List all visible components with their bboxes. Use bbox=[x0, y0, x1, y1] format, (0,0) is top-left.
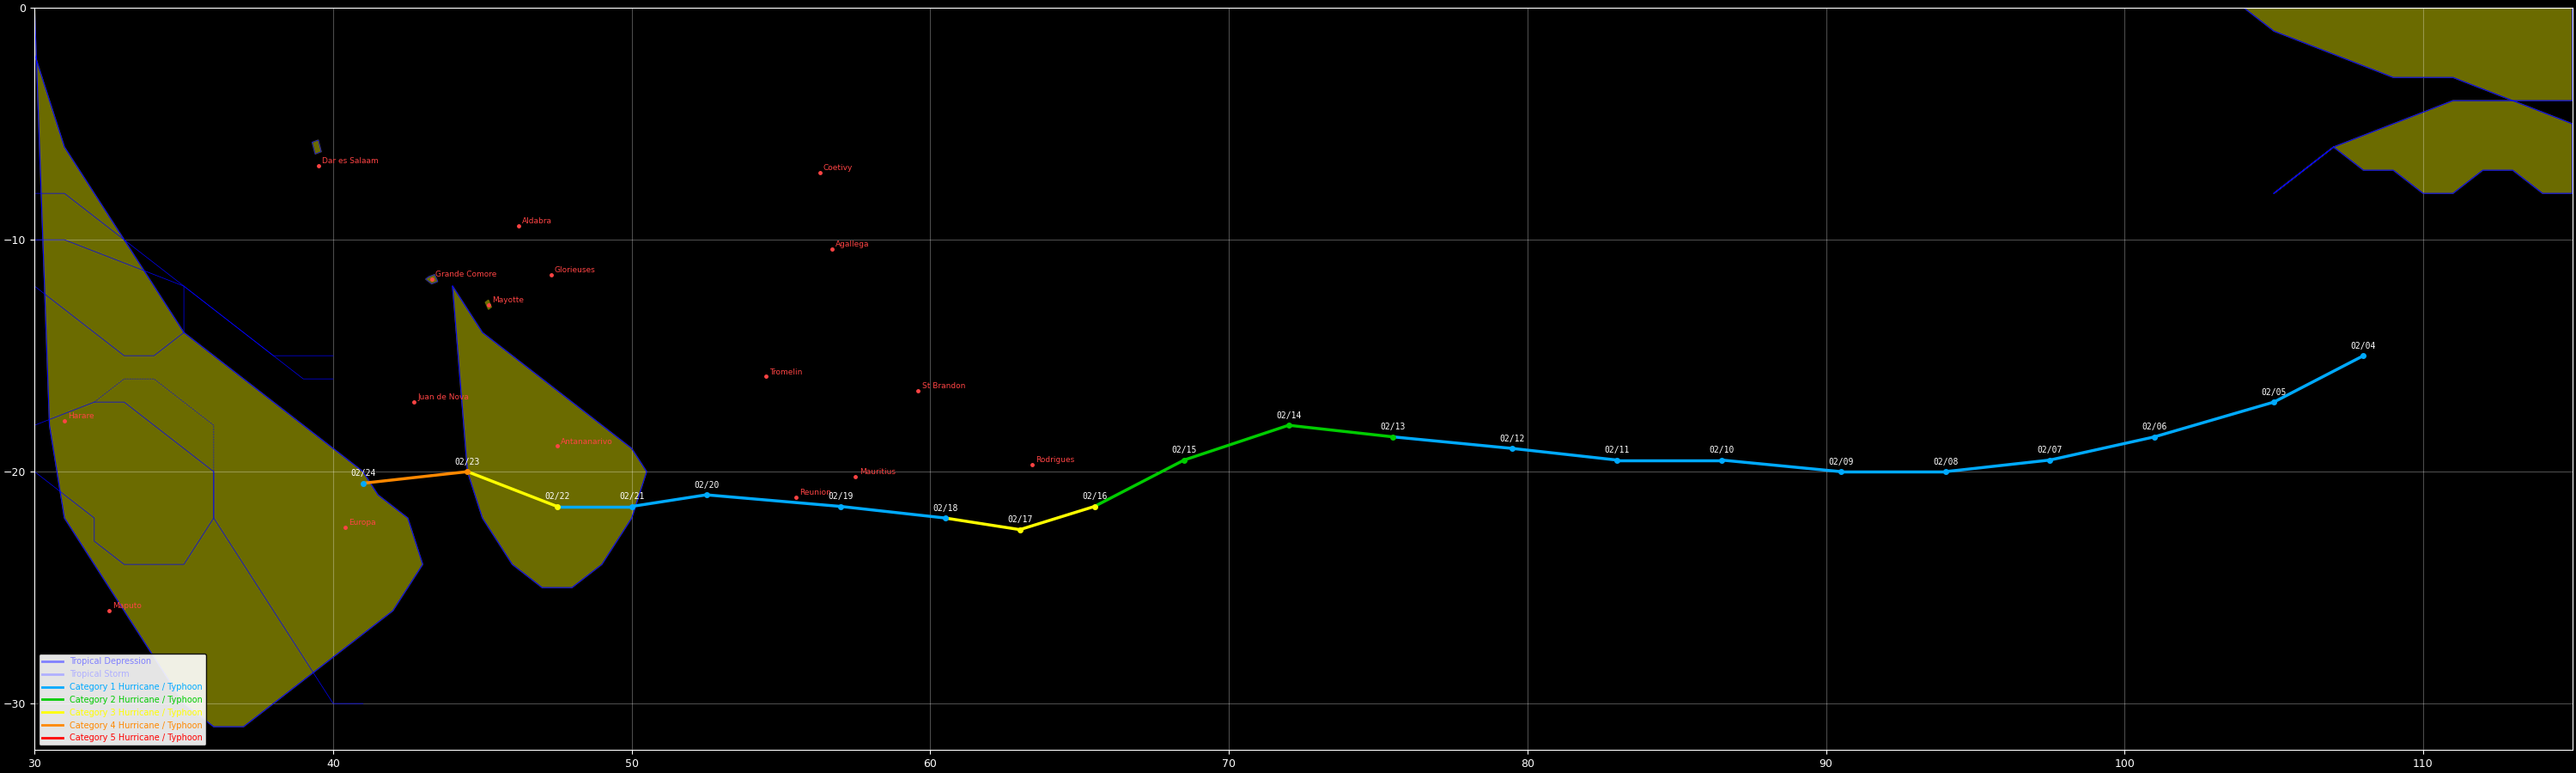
Text: Juan de Nova: Juan de Nova bbox=[417, 393, 469, 401]
Text: 02/07: 02/07 bbox=[2038, 446, 2063, 455]
Polygon shape bbox=[2244, 8, 2573, 100]
Text: Mayotte: Mayotte bbox=[492, 296, 523, 304]
Text: 02/22: 02/22 bbox=[544, 492, 569, 501]
Polygon shape bbox=[2362, 8, 2573, 77]
Text: St Brandon: St Brandon bbox=[922, 382, 966, 390]
Text: Reunion: Reunion bbox=[799, 489, 832, 496]
Polygon shape bbox=[453, 286, 647, 587]
Text: 02/23: 02/23 bbox=[456, 458, 479, 466]
Text: 02/19: 02/19 bbox=[827, 492, 853, 501]
Text: Dar es Salaam: Dar es Salaam bbox=[322, 157, 379, 165]
Polygon shape bbox=[2275, 100, 2573, 193]
Text: 02/24: 02/24 bbox=[350, 469, 376, 478]
Text: 02/15: 02/15 bbox=[1172, 446, 1198, 455]
Polygon shape bbox=[484, 300, 492, 309]
Text: 02/18: 02/18 bbox=[933, 504, 958, 512]
Polygon shape bbox=[33, 8, 422, 727]
Text: Harare: Harare bbox=[67, 412, 95, 420]
Text: 02/04: 02/04 bbox=[2352, 342, 2375, 350]
Text: Rodrigues: Rodrigues bbox=[1036, 456, 1074, 464]
Text: 02/20: 02/20 bbox=[693, 481, 719, 489]
Text: Agallega: Agallega bbox=[835, 240, 868, 248]
Text: 02/12: 02/12 bbox=[1499, 434, 1525, 443]
Text: 02/09: 02/09 bbox=[1829, 458, 1855, 466]
Text: 02/17: 02/17 bbox=[1007, 516, 1033, 524]
Text: Glorieuses: Glorieuses bbox=[554, 266, 595, 274]
Text: 02/10: 02/10 bbox=[1708, 446, 1734, 455]
Polygon shape bbox=[425, 274, 438, 284]
Text: 02/14: 02/14 bbox=[1275, 411, 1301, 420]
Text: 02/08: 02/08 bbox=[1932, 458, 1958, 466]
Text: 02/16: 02/16 bbox=[1082, 492, 1108, 501]
Text: Antananarivo: Antananarivo bbox=[562, 438, 613, 445]
Polygon shape bbox=[312, 140, 322, 154]
Text: Mauritius: Mauritius bbox=[860, 468, 896, 475]
Legend: Tropical Depression, Tropical Storm, Category 1 Hurricane / Typhoon, Category 2 : Tropical Depression, Tropical Storm, Cat… bbox=[39, 654, 206, 746]
Text: Aldabra: Aldabra bbox=[523, 217, 551, 225]
Text: 02/11: 02/11 bbox=[1605, 446, 1631, 455]
Text: 02/21: 02/21 bbox=[618, 492, 644, 501]
Text: Tromelin: Tromelin bbox=[770, 368, 804, 376]
Text: Grande Comore: Grande Comore bbox=[435, 271, 497, 278]
Text: 02/05: 02/05 bbox=[2262, 388, 2287, 397]
Text: Coetivy: Coetivy bbox=[824, 164, 853, 172]
Text: 02/13: 02/13 bbox=[1381, 423, 1406, 431]
Text: Maputo: Maputo bbox=[113, 602, 142, 610]
Text: Europa: Europa bbox=[348, 519, 376, 526]
Text: 02/06: 02/06 bbox=[2141, 423, 2166, 431]
